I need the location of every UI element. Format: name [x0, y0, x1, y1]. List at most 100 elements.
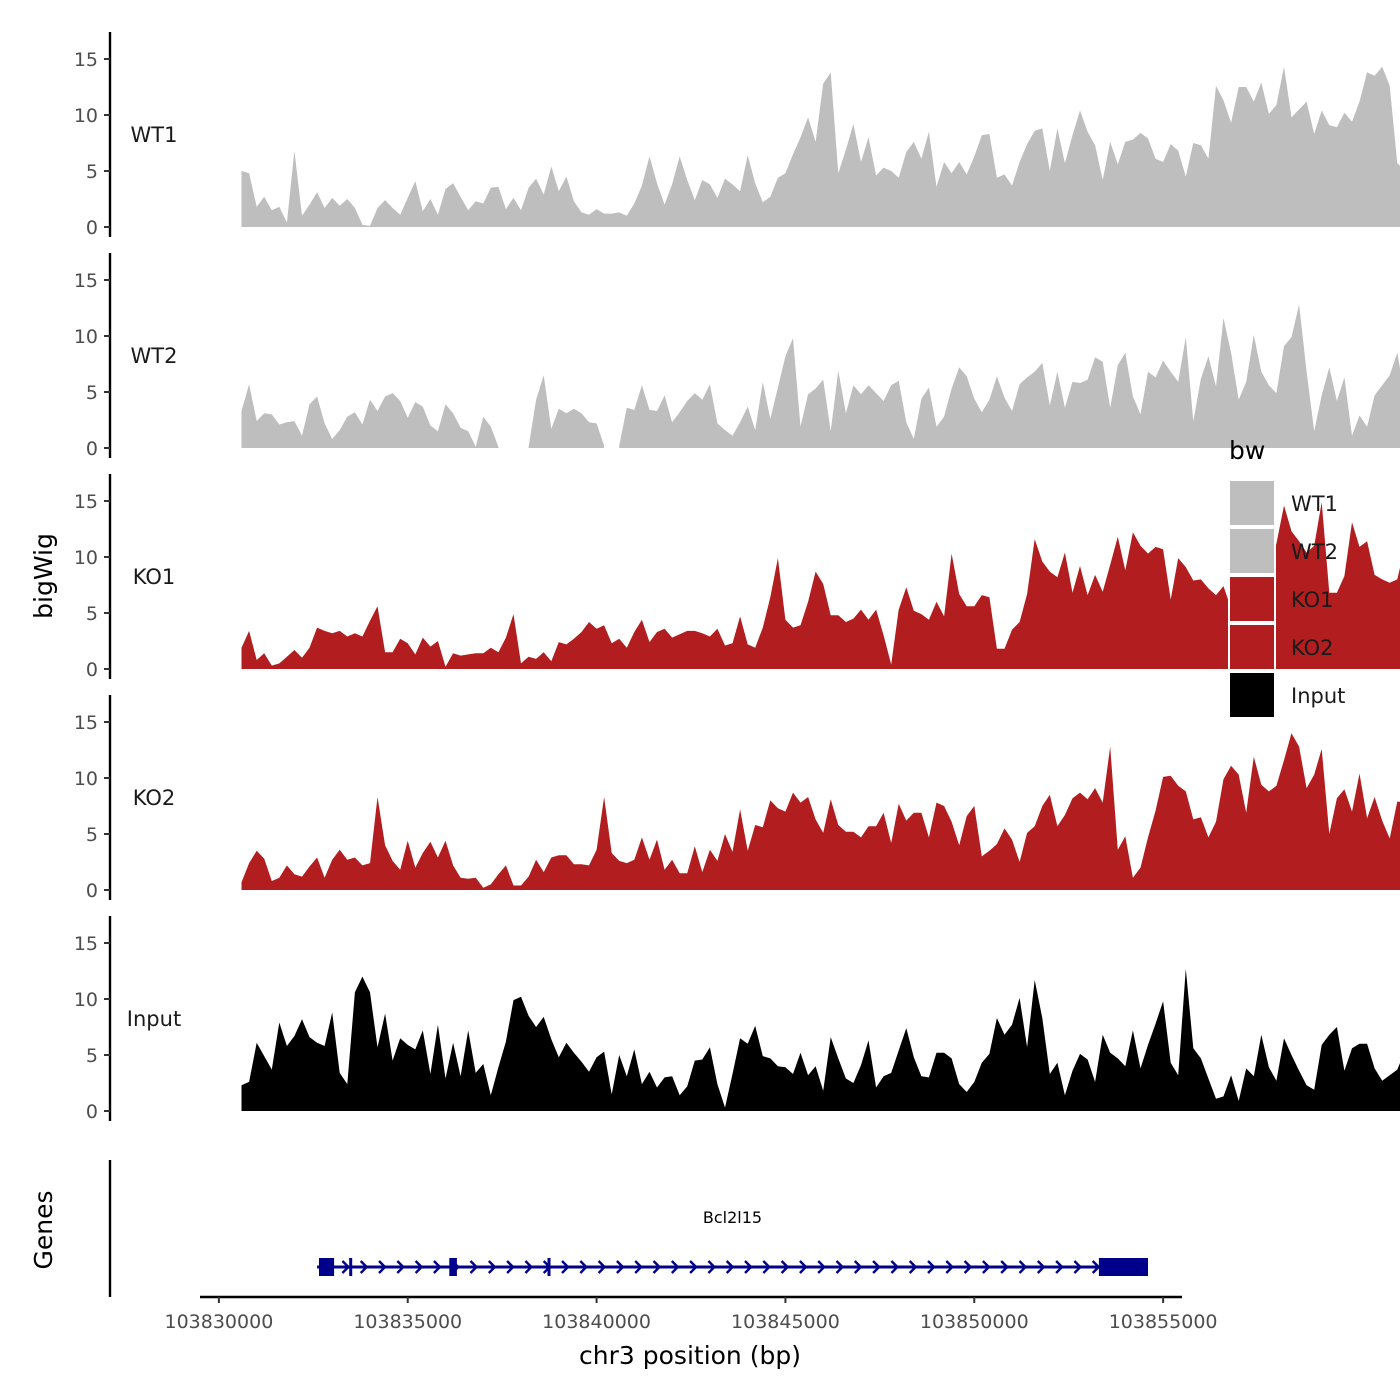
y-tick-label: 15 — [74, 933, 98, 955]
strand-arrow-icon — [597, 1260, 607, 1274]
legend-label: WT1 — [1291, 492, 1338, 516]
y-tick-label: 10 — [74, 547, 98, 569]
strand-arrow-icon — [414, 1260, 424, 1274]
strand-arrow-icon — [378, 1260, 387, 1274]
track-label-wt2: WT2 — [131, 344, 178, 368]
strand-arrow-icon — [579, 1260, 588, 1274]
legend-key — [1228, 527, 1276, 575]
area-ko2-segment — [241, 733, 1400, 890]
strand-arrow-icon — [506, 1260, 515, 1274]
y-tick-label: 0 — [86, 438, 98, 460]
area-input-segment — [241, 968, 1400, 1111]
strand-arrow-icon — [835, 1260, 845, 1274]
y-tick-label: 0 — [86, 217, 98, 239]
gene-track-title: Genes — [29, 1190, 58, 1269]
strand-arrow-icon — [945, 1260, 954, 1274]
legend-key — [1228, 575, 1276, 623]
area-wt2-segment — [528, 375, 605, 448]
strand-arrow-icon — [927, 1260, 936, 1274]
y-tick-label: 5 — [86, 603, 98, 625]
strand-arrow-icon — [524, 1260, 534, 1274]
strand-arrow-icon — [725, 1260, 735, 1274]
exon — [1098, 1258, 1148, 1276]
y-tick-label: 10 — [74, 989, 98, 1011]
strand-arrow-icon — [853, 1260, 863, 1274]
y-axis-title: bigWig — [29, 533, 58, 619]
x-tick-label: 103835000 — [353, 1311, 462, 1333]
strand-arrow-icon — [817, 1260, 826, 1274]
strand-arrow-icon — [1091, 1260, 1101, 1274]
strand-arrow-icon — [634, 1260, 643, 1274]
strand-arrow-icon — [1018, 1260, 1028, 1274]
track-label-input: Input — [127, 1007, 181, 1031]
coverage-panels: 0 5 10 15 WT1 0 5 10 15 WT2 0 5 10 15 KO1 0 5 10 15 KO2 0 5 10… — [74, 32, 1400, 1123]
strand-arrow-icon — [707, 1260, 717, 1274]
y-tick-label: 5 — [86, 382, 98, 404]
legend-label: Input — [1291, 684, 1345, 708]
legend-label: KO2 — [1291, 636, 1334, 660]
y-tick-label: 5 — [86, 824, 98, 846]
legend-label: KO1 — [1291, 588, 1334, 612]
legend-item-wt2: WT2 — [1228, 527, 1338, 575]
area-wt1-segment — [241, 66, 1400, 227]
strand-arrow-icon — [341, 1260, 351, 1274]
area-ko1-segment — [241, 502, 1400, 669]
exon — [349, 1258, 353, 1276]
panel-wt2: 0 5 10 15 WT2 — [74, 253, 1400, 460]
strand-arrow-icon — [359, 1260, 369, 1274]
legend-title: bw — [1229, 436, 1265, 465]
strand-arrow-icon — [890, 1260, 900, 1274]
track-label-ko2: KO2 — [133, 786, 176, 810]
y-tick-label: 15 — [74, 712, 98, 734]
x-tick-label: 103845000 — [731, 1311, 840, 1333]
panel-ko1: 0 5 10 15 KO1 — [74, 474, 1400, 681]
legend-item-wt1: WT1 — [1228, 479, 1338, 527]
strand-arrow-icon — [689, 1260, 698, 1274]
strand-arrow-icon — [616, 1260, 625, 1274]
panel-input: 0 5 10 15 Input — [74, 916, 1400, 1123]
gene-track-panel: Bcl2l15 — [108, 1160, 1149, 1297]
strand-arrow-icon — [396, 1260, 405, 1274]
x-axis-title: chr3 position (bp) — [579, 1341, 801, 1370]
x-tick-label: 103830000 — [164, 1311, 273, 1333]
exon — [319, 1258, 335, 1276]
x-tick-label: 103855000 — [1109, 1311, 1218, 1333]
strand-arrow-icon — [908, 1260, 918, 1274]
strand-arrow-icon — [487, 1260, 497, 1274]
y-tick-label: 15 — [74, 270, 98, 292]
y-tick-label: 5 — [86, 161, 98, 183]
panel-wt1: 0 5 10 15 WT1 — [74, 32, 1400, 239]
legend-item-ko2: KO2 — [1228, 623, 1334, 671]
strand-arrow-icon — [799, 1260, 808, 1274]
strand-arrow-icon — [780, 1260, 790, 1274]
strand-arrow-icon — [433, 1260, 442, 1274]
strand-arrow-icon — [982, 1260, 991, 1274]
y-tick-label: 0 — [86, 880, 98, 902]
strand-arrow-icon — [963, 1260, 973, 1274]
y-tick-label: 0 — [86, 659, 98, 681]
strand-arrow-icon — [744, 1260, 753, 1274]
gene-name-label: Bcl2l15 — [703, 1208, 762, 1227]
track-label-wt1: WT1 — [131, 123, 178, 147]
legend-item-ko1: KO1 — [1228, 575, 1334, 623]
track-label-ko1: KO1 — [133, 565, 176, 589]
x-tick-label: 103840000 — [542, 1311, 651, 1333]
y-tick-label: 15 — [74, 491, 98, 513]
strand-arrow-icon — [469, 1260, 479, 1274]
y-tick-label: 10 — [74, 768, 98, 790]
strand-arrow-icon — [1036, 1260, 1046, 1274]
legend-key — [1228, 623, 1276, 671]
strand-arrow-icon — [872, 1260, 881, 1274]
x-tick-label: 103850000 — [920, 1311, 1029, 1333]
legend-key — [1228, 479, 1276, 527]
exon — [547, 1258, 551, 1276]
strand-arrow-icon — [1073, 1260, 1083, 1274]
panel-ko2: 0 5 10 15 KO2 — [74, 695, 1400, 902]
strand-arrow-icon — [762, 1260, 771, 1274]
strand-arrow-icon — [1055, 1260, 1064, 1274]
area-wt2-segment — [241, 384, 499, 448]
strand-arrow-icon — [561, 1260, 570, 1274]
legend-item-input: Input — [1228, 671, 1345, 719]
y-tick-label: 5 — [86, 1045, 98, 1067]
